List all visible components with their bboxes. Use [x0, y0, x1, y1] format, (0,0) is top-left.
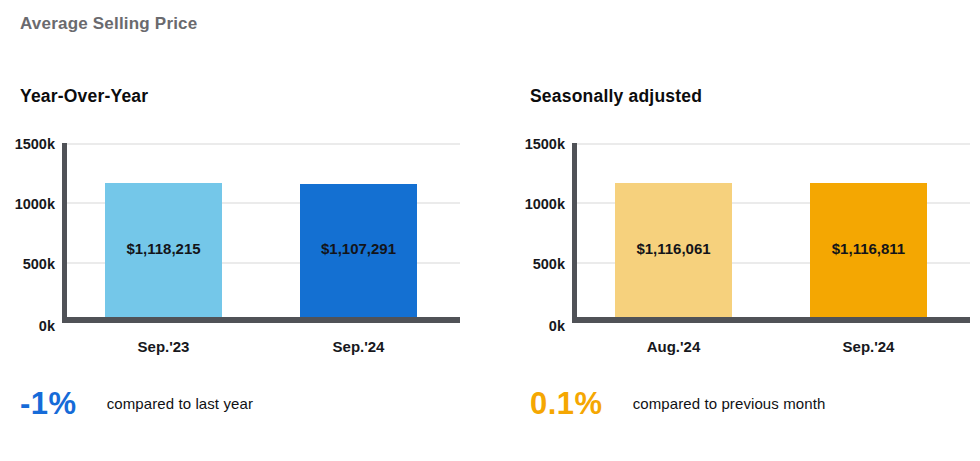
plot-area: $1,118,215 $1,107,291	[62, 143, 460, 323]
stats-row: -1% compared to last year 0.1% compared …	[20, 388, 965, 419]
stat-caption: compared to previous month	[633, 395, 826, 412]
x-tick-label: Aug.'24	[615, 338, 732, 355]
bar-value-label: $1,116,061	[615, 240, 732, 257]
y-tick-label: 1500k	[525, 136, 565, 152]
y-tick-label: 1000k	[15, 196, 55, 212]
bar-sep-24: $1,107,291	[300, 184, 417, 317]
plot-wrap: 1500k 1000k 500k 0k $1,116,061 $1,116,81…	[530, 143, 970, 329]
bar-sep-23: $1,118,215	[105, 183, 222, 317]
bar-aug-24: $1,116,061	[615, 183, 732, 317]
stat-caption: compared to last year	[107, 395, 253, 412]
y-tick-label: 500k	[533, 256, 565, 272]
y-tick-label: 0k	[549, 318, 565, 334]
y-tick-label: 1500k	[15, 136, 55, 152]
x-tick-label: Sep.'24	[810, 338, 927, 355]
page-title: Average Selling Price	[20, 14, 965, 34]
plot-wrap: 1500k 1000k 500k 0k $1,118,215 $1,107,29…	[20, 143, 460, 329]
plot-area: $1,116,061 $1,116,811	[572, 143, 970, 323]
stat-value: 0.1%	[530, 388, 603, 419]
stat-value: -1%	[20, 388, 77, 419]
bar-value-label: $1,118,215	[105, 240, 222, 257]
y-tick-label: 500k	[23, 256, 55, 272]
stat-month-over-month: 0.1% compared to previous month	[530, 388, 970, 419]
bar-value-label: $1,116,811	[810, 240, 927, 257]
chart-seasonally-adjusted: Seasonally adjusted 1500k 1000k 500k 0k …	[530, 86, 970, 358]
y-tick-label: 0k	[39, 318, 55, 334]
x-axis: Aug.'24 Sep.'24	[577, 338, 970, 358]
x-axis: Sep.'23 Sep.'24	[67, 338, 460, 358]
x-tick-label: Sep.'23	[105, 338, 222, 355]
x-tick-label: Sep.'24	[300, 338, 417, 355]
average-selling-price-panel: Average Selling Price Year-Over-Year 150…	[0, 0, 980, 461]
chart-title: Year-Over-Year	[20, 86, 460, 107]
chart-year-over-year: Year-Over-Year 1500k 1000k 500k 0k $1,11…	[20, 86, 460, 358]
gridline	[67, 143, 460, 145]
y-axis: 1500k 1000k 500k 0k	[530, 143, 572, 329]
y-tick-label: 1000k	[525, 196, 565, 212]
chart-title: Seasonally adjusted	[530, 86, 970, 107]
charts-row: Year-Over-Year 1500k 1000k 500k 0k $1,11…	[20, 86, 965, 358]
bar-sep-24: $1,116,811	[810, 183, 927, 317]
y-axis: 1500k 1000k 500k 0k	[20, 143, 62, 329]
stat-year-over-year: -1% compared to last year	[20, 388, 460, 419]
bar-value-label: $1,107,291	[300, 240, 417, 257]
gridline	[577, 143, 970, 145]
